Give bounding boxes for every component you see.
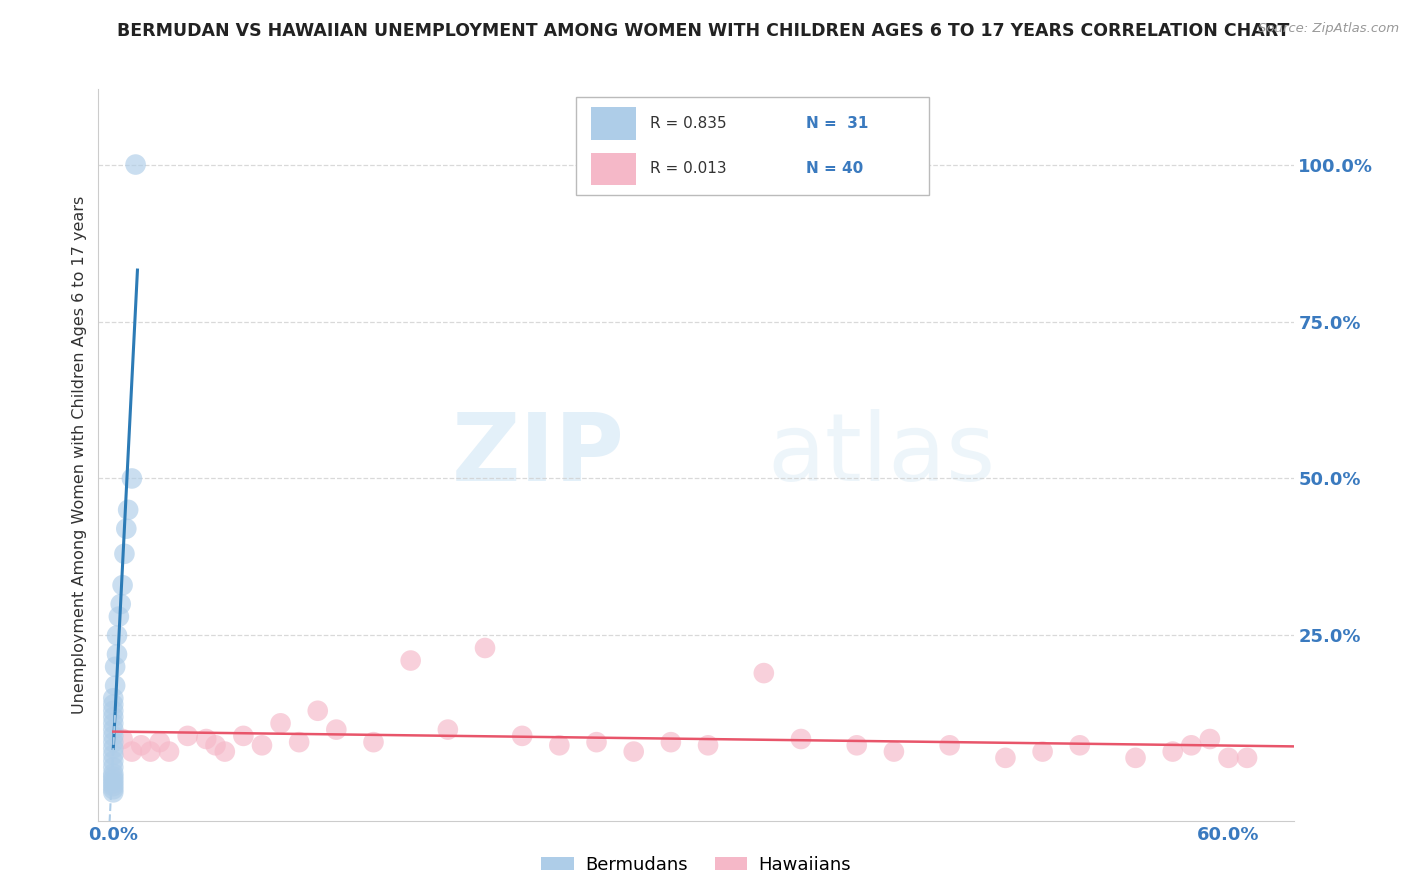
Text: BERMUDAN VS HAWAIIAN UNEMPLOYMENT AMONG WOMEN WITH CHILDREN AGES 6 TO 17 YEARS C: BERMUDAN VS HAWAIIAN UNEMPLOYMENT AMONG … — [117, 22, 1289, 40]
Text: atlas: atlas — [768, 409, 995, 501]
Point — [121, 471, 143, 485]
Point — [1218, 751, 1240, 765]
Point — [103, 729, 125, 743]
Point — [232, 729, 254, 743]
Point — [103, 723, 125, 737]
Point — [1032, 745, 1054, 759]
Point — [1180, 739, 1202, 753]
Point — [307, 704, 329, 718]
Text: ZIP: ZIP — [451, 409, 624, 501]
Point — [139, 745, 162, 759]
Legend: Bermudans, Hawaiians: Bermudans, Hawaiians — [534, 848, 858, 881]
Point — [103, 760, 125, 774]
Point — [103, 747, 125, 762]
Point — [103, 698, 125, 712]
Y-axis label: Unemployment Among Women with Children Ages 6 to 17 years: Unemployment Among Women with Children A… — [72, 196, 87, 714]
Point — [103, 772, 125, 787]
Point — [214, 745, 236, 759]
Point — [103, 754, 125, 768]
Point — [195, 731, 218, 746]
Point — [103, 704, 125, 718]
Point — [115, 522, 138, 536]
Point — [270, 716, 292, 731]
Point — [103, 766, 125, 780]
Point — [510, 729, 533, 743]
Point — [288, 735, 311, 749]
Point — [1125, 751, 1147, 765]
Point — [111, 731, 134, 746]
Point — [790, 731, 813, 746]
Point — [103, 710, 125, 724]
Point — [111, 578, 134, 592]
Point — [1161, 745, 1184, 759]
Point — [104, 660, 127, 674]
Point — [399, 654, 422, 668]
Point — [103, 735, 125, 749]
Point — [697, 739, 720, 753]
Point — [103, 782, 125, 797]
Point — [124, 157, 146, 171]
Point — [104, 679, 127, 693]
Point — [437, 723, 460, 737]
Point — [752, 666, 775, 681]
Point — [994, 751, 1017, 765]
Point — [204, 739, 226, 753]
Point — [845, 739, 868, 753]
Point — [623, 745, 645, 759]
Point — [1236, 751, 1258, 765]
Point — [108, 609, 131, 624]
Point — [103, 691, 125, 706]
Point — [114, 547, 136, 561]
Point — [474, 640, 496, 655]
Point — [103, 716, 125, 731]
Point — [105, 647, 128, 661]
Point — [103, 785, 125, 799]
Text: Source: ZipAtlas.com: Source: ZipAtlas.com — [1258, 22, 1399, 36]
Point — [105, 628, 128, 642]
Point — [103, 741, 125, 756]
Point — [1199, 731, 1222, 746]
Point — [363, 735, 385, 749]
Point — [250, 739, 273, 753]
Point — [157, 745, 180, 759]
Point — [110, 597, 132, 611]
Point — [149, 735, 172, 749]
Point — [176, 729, 198, 743]
Point — [1069, 739, 1091, 753]
Point — [103, 776, 125, 790]
Point — [659, 735, 682, 749]
Point — [129, 739, 152, 753]
Point — [548, 739, 571, 753]
Point — [585, 735, 607, 749]
Point — [121, 745, 143, 759]
Point — [883, 745, 905, 759]
Point — [938, 739, 960, 753]
Point — [325, 723, 347, 737]
Point — [103, 779, 125, 793]
Point — [117, 503, 139, 517]
Point — [103, 770, 125, 784]
